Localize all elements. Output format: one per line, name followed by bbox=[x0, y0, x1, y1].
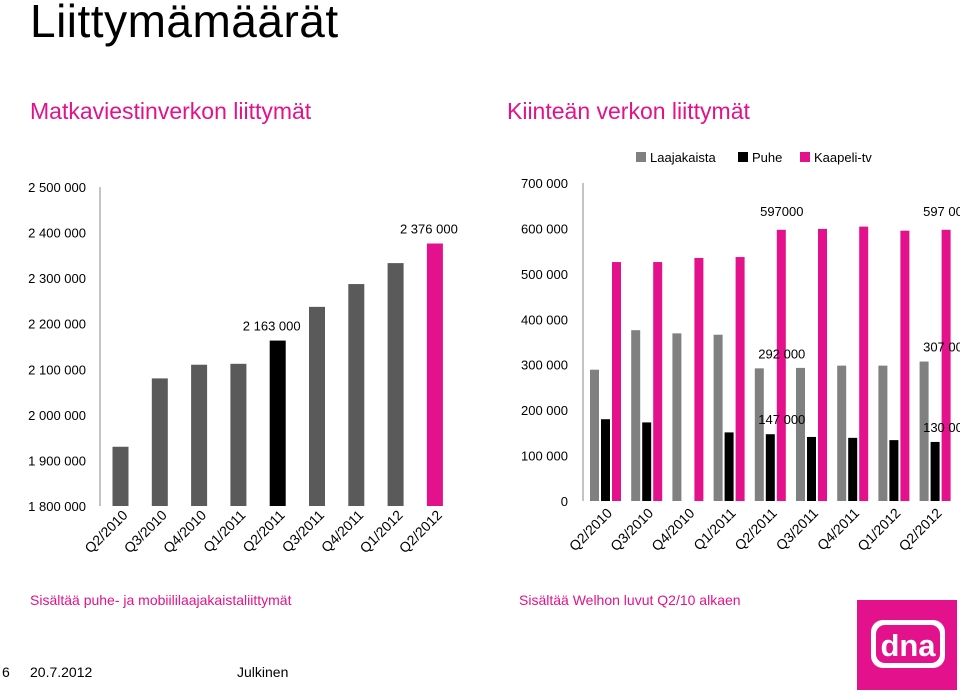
bar bbox=[230, 363, 247, 506]
x-tick-label: Q1/2012 bbox=[854, 505, 903, 554]
bar bbox=[348, 284, 365, 506]
x-tick-label: Q2/2012 bbox=[895, 505, 944, 554]
legend-swatch bbox=[800, 152, 810, 162]
bar bbox=[387, 263, 404, 506]
data-label: 307 000 bbox=[923, 340, 960, 355]
bar-puhe bbox=[724, 432, 734, 501]
x-tick-label: Q4/2011 bbox=[814, 505, 863, 554]
bar-laajakaista bbox=[878, 365, 888, 501]
y-tick-label: 400 000 bbox=[521, 312, 568, 327]
y-tick-label: 1 800 000 bbox=[28, 499, 86, 514]
bar-puhe bbox=[765, 434, 775, 501]
y-tick-label: 0 bbox=[561, 494, 568, 509]
page-number: 6 bbox=[2, 664, 10, 680]
data-label: 292 000 bbox=[758, 346, 805, 361]
y-tick-label: 200 000 bbox=[521, 403, 568, 418]
bar bbox=[191, 364, 208, 506]
data-label: 147 000 bbox=[758, 412, 805, 427]
bar-laajakaista bbox=[672, 333, 682, 501]
bar-kaapeli-tv bbox=[818, 228, 827, 501]
y-tick-label: 1 900 000 bbox=[28, 453, 86, 468]
fixed-chart-subtitle: Kiinteän verkon liittymät bbox=[507, 98, 750, 124]
footer-classification: Julkinen bbox=[237, 664, 289, 680]
bar bbox=[426, 243, 443, 506]
legend-label: Puhe bbox=[752, 150, 782, 165]
bar bbox=[151, 378, 168, 506]
x-tick-label: Q4/2010 bbox=[648, 505, 697, 554]
y-tick-label: 2 200 000 bbox=[28, 317, 86, 332]
bar-laajakaista bbox=[754, 368, 764, 501]
bar-kaapeli-tv bbox=[859, 226, 869, 501]
dna-logo-icon: dna bbox=[871, 620, 945, 668]
y-tick-label: 300 000 bbox=[521, 358, 568, 373]
x-tick-label: Q2/2011 bbox=[239, 507, 288, 556]
data-label: 597 000 bbox=[923, 204, 960, 219]
bar-laajakaista bbox=[631, 330, 641, 501]
x-tick-label: Q4/2010 bbox=[160, 507, 209, 556]
bar-puhe bbox=[848, 437, 858, 501]
bar-puhe bbox=[601, 419, 610, 501]
data-label: 130 000 bbox=[923, 420, 960, 435]
bar-kaapeli-tv bbox=[653, 262, 663, 501]
bar-kaapeli-tv bbox=[612, 262, 621, 501]
x-tick-label: Q3/2011 bbox=[773, 505, 822, 554]
fixed-chart-footnote: Sisältää Welhon luvut Q2/10 alkaen bbox=[519, 592, 741, 608]
bar-laajakaista bbox=[713, 334, 723, 501]
dna-logo: dna bbox=[857, 600, 957, 690]
dna-logo-text: dna bbox=[880, 628, 936, 663]
bar-puhe bbox=[889, 440, 899, 501]
legend-swatch bbox=[636, 152, 646, 162]
bar-laajakaista bbox=[919, 361, 929, 501]
legend-label: Kaapeli-tv bbox=[814, 150, 872, 165]
y-tick-label: 2 400 000 bbox=[28, 226, 86, 241]
y-tick-label: 2 500 000 bbox=[28, 180, 86, 195]
x-tick-label: Q2/2011 bbox=[731, 505, 780, 554]
x-tick-label: Q3/2010 bbox=[607, 505, 656, 554]
y-tick-label: 2 000 000 bbox=[28, 408, 86, 423]
x-tick-label: Q3/2011 bbox=[279, 507, 328, 556]
bar-kaapeli-tv bbox=[941, 229, 951, 501]
mobile-chart-subtitle: Matkaviestinverkon liittymät bbox=[30, 98, 312, 124]
x-tick-label: Q2/2010 bbox=[566, 505, 615, 554]
x-tick-label: Q1/2011 bbox=[690, 505, 739, 554]
mobile-subscriptions-chart: 1 800 000 1 900 000 2 000 000 2 100 000 2 20… bbox=[28, 180, 458, 556]
mobile-chart-footnote: Sisältää puhe- ja mobiililaajakaistaliit… bbox=[30, 592, 292, 608]
bar-laajakaista bbox=[837, 365, 847, 501]
data-label: 2 163 000 bbox=[243, 319, 301, 334]
footer-date: 20.7.2012 bbox=[30, 664, 93, 680]
bar-puhe bbox=[807, 436, 816, 501]
page-title: Liittymämäärät bbox=[30, 0, 339, 47]
data-label: 597000 bbox=[760, 204, 803, 219]
bar-kaapeli-tv bbox=[694, 257, 704, 501]
y-tick-label: 100 000 bbox=[521, 449, 568, 464]
bar-kaapeli-tv bbox=[735, 257, 745, 501]
bar bbox=[309, 306, 325, 506]
y-tick-label: 700 000 bbox=[521, 176, 568, 191]
y-tick-label: 600 000 bbox=[521, 221, 568, 236]
bar-laajakaista bbox=[590, 369, 599, 501]
bar-puhe bbox=[930, 441, 940, 501]
x-tick-label: Q2/2012 bbox=[396, 507, 445, 556]
bar bbox=[269, 340, 286, 506]
bar-kaapeli-tv bbox=[776, 229, 786, 501]
y-tick-label: 500 000 bbox=[521, 267, 568, 282]
fixed-subscriptions-chart: 0 100 000 200 000 300 000 400 000 500 000 600 … bbox=[521, 150, 960, 554]
legend-swatch bbox=[738, 152, 748, 162]
bar-puhe bbox=[642, 422, 652, 501]
bar-laajakaista bbox=[796, 367, 805, 501]
data-label: 2 376 000 bbox=[400, 222, 458, 237]
legend-label: Laajakaista bbox=[650, 150, 717, 165]
bar-kaapeli-tv bbox=[900, 230, 910, 501]
y-tick-label: 2 300 000 bbox=[28, 271, 86, 286]
bar bbox=[112, 446, 129, 506]
y-tick-label: 2 100 000 bbox=[28, 362, 86, 377]
x-tick-label: Q1/2011 bbox=[200, 507, 249, 556]
